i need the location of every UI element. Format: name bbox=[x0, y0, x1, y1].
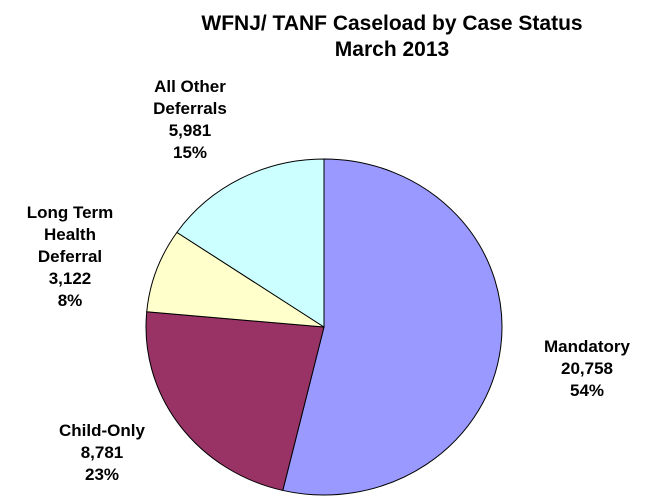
pie-slice bbox=[146, 231, 325, 328]
percent-label: 54% bbox=[570, 381, 604, 400]
slice-label-line: Long Term bbox=[27, 203, 114, 222]
slice-label: Mandatory bbox=[544, 337, 631, 356]
slice-label-line: Deferrals bbox=[153, 99, 227, 118]
pie-slice bbox=[176, 158, 325, 328]
pie-slice bbox=[145, 311, 325, 492]
percent-label: 23% bbox=[85, 465, 119, 484]
value-label: 8,781 bbox=[81, 443, 124, 462]
slice-label: Long Term Health Deferral bbox=[27, 203, 114, 266]
percent-label: 15% bbox=[173, 143, 207, 162]
pie-slice bbox=[282, 158, 503, 496]
chart-subtitle: March 2013 bbox=[335, 38, 449, 61]
slice-label-line: Mandatory bbox=[544, 337, 631, 356]
percent-label: 8% bbox=[58, 291, 83, 310]
slice-label-line: All Other bbox=[154, 77, 226, 96]
slice-label-line: Health bbox=[44, 225, 96, 244]
value-label: 20,758 bbox=[561, 359, 613, 378]
slice-label: All Other Deferrals bbox=[153, 77, 227, 118]
slice-label-line: Deferral bbox=[38, 247, 102, 266]
chart-title: WFNJ/ TANF Caseload by Case Status bbox=[201, 12, 582, 35]
value-label: 5,981 bbox=[169, 121, 212, 140]
value-label: 3,122 bbox=[49, 269, 92, 288]
slice-label: Child-Only bbox=[59, 421, 145, 440]
slice-label-line: Child-Only bbox=[59, 421, 145, 440]
